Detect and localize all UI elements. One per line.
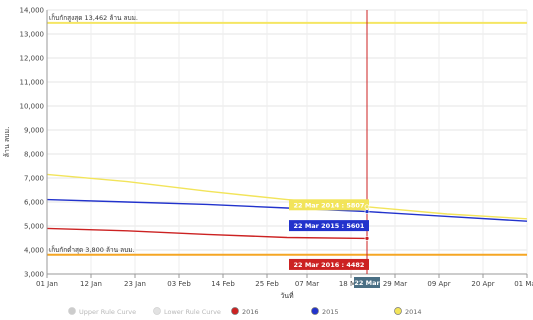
series-line-2015: [46, 198, 528, 222]
tooltip-marker: [364, 236, 370, 241]
x-tick-label: 25 Feb: [255, 280, 279, 288]
y-axis-title: ล้าน ลบม.: [3, 127, 11, 158]
tooltip-box: [289, 199, 369, 211]
x-tick-label: 20 Apr: [471, 280, 494, 288]
y-tick-label: 12,000: [20, 55, 45, 63]
crosshair-layer: 22 Mar: [354, 10, 380, 288]
x-tick-label: 03 Feb: [167, 280, 191, 288]
x-tick-label: 18 Mar: [339, 280, 363, 288]
grid-layer: [46, 9, 528, 275]
y-tick-label: 4,000: [24, 247, 44, 255]
x-tick-label: 01 May: [514, 280, 533, 288]
x-tick-label: 01 Jan: [36, 280, 58, 288]
crosshair-badge: [354, 277, 380, 288]
tooltip-layer: 22 Mar 2014 : 5807 22 Mar 2015 : 5601 22 M…: [289, 199, 370, 270]
tooltip-box: [289, 258, 369, 270]
tooltip-text: 22 Mar 2015 : 5601: [294, 222, 365, 230]
axis-layer: 3,000 4,000 5,000 6,000 7,000 8,000 9,000 10,00…: [3, 7, 533, 301]
reference-label-lower: เก็บกักต่ำสุด 3,800 ล้าน ลบม.: [49, 245, 135, 254]
legend-marker: [68, 307, 76, 315]
x-tick-label: 07 Mar: [295, 280, 319, 288]
y-tick-label: 7,000: [24, 175, 44, 183]
x-tick-label: 14 Feb: [211, 280, 235, 288]
tooltip-box: [289, 220, 369, 232]
legend-marker: [311, 307, 319, 315]
legend-label: 2015: [322, 308, 339, 316]
tooltip-marker: [364, 209, 370, 214]
series-layer: [46, 173, 528, 240]
series-line-2016: [46, 227, 368, 240]
legend-label: 2016: [242, 308, 259, 316]
reference-label-upper: เก็บกักสูงสุด 13,462 ล้าน ลบม.: [49, 13, 138, 22]
legend-marker: [153, 307, 161, 315]
x-tick-label: 09 Apr: [427, 280, 450, 288]
y-tick-label: 10,000: [20, 103, 45, 111]
legend-label: 2014: [405, 308, 422, 316]
y-tick-label: 3,000: [24, 271, 44, 279]
legend-label: Lower Rule Curve: [164, 308, 221, 316]
series-line-2014: [46, 173, 528, 220]
x-tick-label: 12 Jan: [80, 280, 102, 288]
y-tick-label: 11,000: [20, 79, 45, 87]
tooltip-marker: [364, 204, 370, 210]
reference-lines: เก็บกักสูงสุด 13,462 ล้าน ลบม. เก็บกักต่ำ…: [47, 13, 527, 256]
legend-marker: [231, 307, 239, 315]
crosshair-label: 22 Mar: [354, 279, 380, 287]
y-tick-label: 5,000: [24, 223, 44, 231]
x-axis-title: วันที่: [280, 291, 294, 300]
legend-label: Upper Rule Curve: [79, 308, 136, 316]
tooltip-text: 22 Mar 2016 : 4482: [294, 261, 365, 269]
y-tick-label: 13,000: [20, 31, 45, 39]
tooltip-text: 22 Mar 2014 : 5807: [294, 201, 365, 209]
x-tick-label: 23 Jan: [124, 280, 146, 288]
y-tick-label: 6,000: [24, 199, 44, 207]
y-tick-label: 9,000: [24, 127, 44, 135]
legend-marker: [394, 307, 402, 315]
x-tick-label: 29 Mar: [383, 280, 407, 288]
y-tick-label: 14,000: [20, 7, 45, 15]
legend: Upper Rule Curve Lower Rule Curve 2016 2015…: [68, 307, 422, 316]
y-tick-label: 8,000: [24, 151, 44, 159]
